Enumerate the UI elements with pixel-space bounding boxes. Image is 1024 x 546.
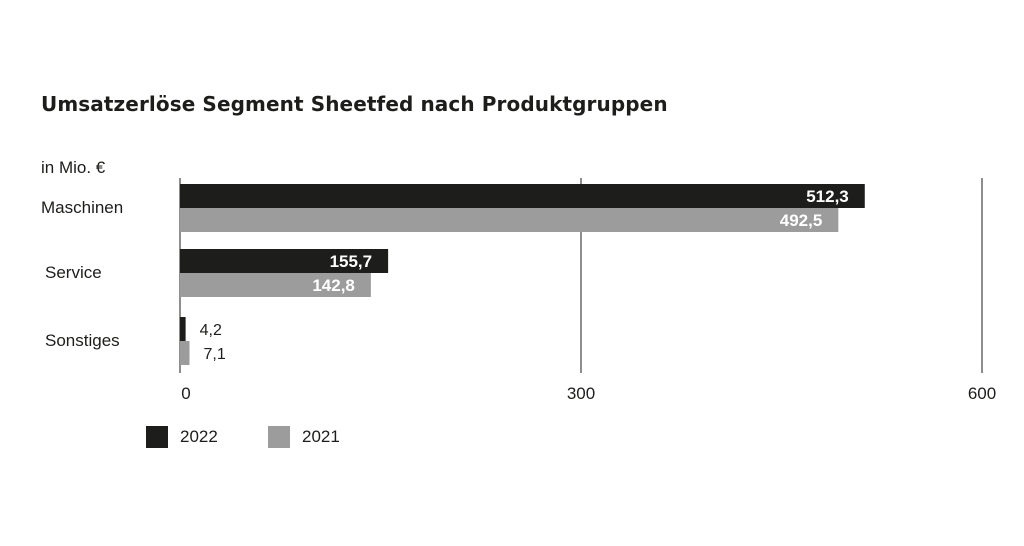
data-label-2022-maschinen: 512,3 (806, 187, 849, 206)
legend-swatch-2022 (146, 426, 168, 448)
bar-2021-sonstiges (180, 341, 190, 365)
legend-swatch-2021 (268, 426, 290, 448)
data-label-2021-service: 142,8 (312, 276, 355, 295)
chart-title: Umsatzerlöse Segment Sheetfed nach Produ… (41, 92, 668, 116)
bar-2021-maschinen (180, 208, 839, 232)
data-label-2021-maschinen: 492,5 (780, 211, 823, 230)
data-label-2022-service: 155,7 (330, 252, 373, 271)
data-label-2022-sonstiges: 4,2 (200, 322, 222, 339)
legend-label-2022: 2022 (180, 427, 218, 446)
bar-2022-sonstiges (180, 317, 186, 341)
category-label-service: Service (45, 263, 102, 282)
legend-item-2022: 2022 (146, 425, 218, 449)
x-tick-label-600: 600 (968, 384, 996, 403)
bar-2022-maschinen (180, 184, 865, 208)
bar-2021-service (180, 273, 371, 297)
category-label-sonstiges: Sonstiges (45, 331, 120, 350)
legend-label-2021: 2021 (302, 427, 340, 446)
category-label-maschinen: Maschinen (41, 198, 123, 217)
x-tick-label-0: 0 (181, 384, 190, 403)
x-tick-label-300: 300 (567, 384, 595, 403)
legend-item-2021: 2021 (268, 425, 340, 449)
bar-2022-service (180, 249, 389, 273)
unit-label: in Mio. € (41, 158, 106, 177)
data-label-2021-sonstiges: 7,1 (203, 346, 225, 363)
